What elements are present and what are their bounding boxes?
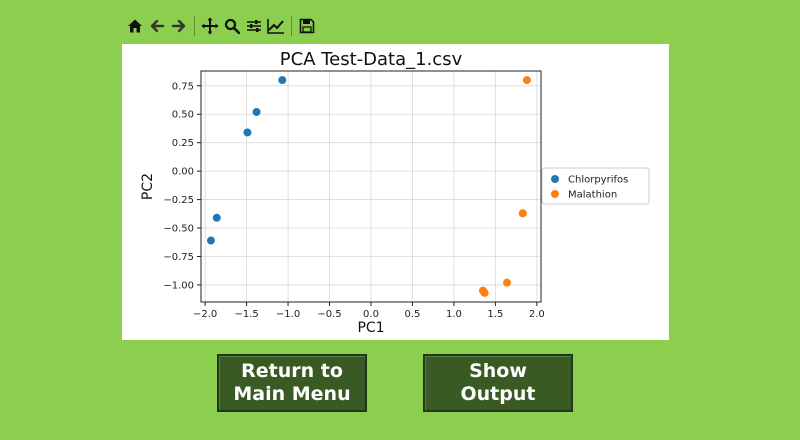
- home-icon[interactable]: [124, 14, 146, 38]
- forward-arrow-icon[interactable]: [168, 14, 190, 38]
- y-tick-label: 0.75: [172, 81, 194, 92]
- legend-label: Malathion: [568, 190, 617, 201]
- return-to-main-menu-button[interactable]: Return to Main Menu: [217, 354, 367, 412]
- scatter-point: [503, 278, 511, 287]
- legend-marker: [551, 175, 559, 183]
- plot-toolbar: [124, 13, 318, 39]
- plot-figure: −2.0 −1.5 −1.0 −0.5 0.0 0.5 1.0 1.5 2.0 0.75 0.50 0…: [122, 44, 669, 340]
- x-tick-label: 2.0: [529, 309, 545, 320]
- scatter-point: [252, 107, 261, 116]
- scatter-point: [522, 76, 531, 85]
- x-tick-label: −2.0: [193, 309, 217, 320]
- show-output-button[interactable]: Show Output: [423, 354, 573, 412]
- scatter-point: [518, 209, 527, 218]
- back-arrow-icon[interactable]: [146, 14, 168, 38]
- y-tick-label: 0.00: [172, 167, 194, 178]
- x-tick-label: −1.5: [234, 309, 258, 320]
- legend-label: Chlorpyrifos: [568, 175, 628, 186]
- scatter-point: [212, 213, 221, 222]
- x-tick-label: −0.5: [317, 309, 341, 320]
- x-tick-label: 1.0: [446, 309, 462, 320]
- pan-icon[interactable]: [199, 14, 221, 38]
- x-tick-label: 0.0: [363, 309, 379, 320]
- scatter-point: [278, 76, 287, 85]
- x-axis-label: PC1: [357, 320, 384, 336]
- zoom-icon[interactable]: [221, 14, 243, 38]
- toolbar-separator: [194, 16, 195, 36]
- y-tick-label: 0.50: [172, 110, 194, 121]
- y-tick-label: −0.75: [163, 252, 194, 263]
- scatter-chart: −2.0 −1.5 −1.0 −0.5 0.0 0.5 1.0 1.5 2.0 0.75 0.50 0…: [140, 49, 650, 336]
- configure-subplots-icon[interactable]: [243, 14, 265, 38]
- scatter-point: [206, 236, 215, 245]
- save-icon[interactable]: [296, 14, 318, 38]
- y-tick-label: −1.00: [163, 280, 194, 291]
- x-tick-label: −1.0: [276, 309, 300, 320]
- y-tick-label: 0.25: [172, 138, 194, 149]
- y-axis-label: PC2: [140, 173, 156, 200]
- chart-title: PCA Test-Data_1.csv: [280, 49, 463, 70]
- scatter-point: [480, 288, 489, 297]
- toolbar-separator: [291, 16, 292, 36]
- y-tick-label: −0.25: [163, 195, 194, 206]
- scatter-point: [243, 128, 252, 137]
- legend-marker: [551, 190, 559, 198]
- x-tick-label: 1.5: [487, 309, 503, 320]
- y-tick-label: −0.50: [163, 224, 194, 235]
- edit-axis-icon[interactable]: [265, 14, 287, 38]
- x-tick-label: 0.5: [405, 309, 421, 320]
- legend-box: [541, 167, 650, 205]
